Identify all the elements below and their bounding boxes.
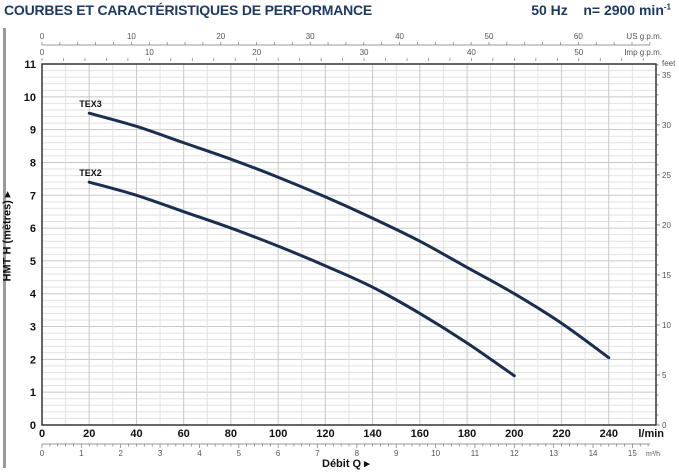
curve-tex2 [87,180,516,378]
m3h-tick-label: 0 [40,449,45,458]
us-gpm-tick-label: 60 [574,32,583,41]
y-tick-label: 10 [24,92,36,104]
curve-label-tex2: TEX2 [79,168,102,178]
speed-label: n= 2900 min [583,2,664,18]
m3h-tick-label: 14 [589,449,598,458]
y-tick-label: 1 [30,387,36,399]
x-tick-label: 240 [600,428,618,440]
y-tick-label: 5 [30,256,36,268]
imp-gpm-unit: Imp g.p.m. [624,48,662,57]
m3h-tick-label: 3 [158,449,163,458]
speed-exponent: -1 [663,2,671,12]
plot-frame [41,63,657,426]
curve-label-tex3: TEX3 [79,99,102,109]
m3h-tick-label: 5 [237,449,242,458]
left-frame-bar [3,28,6,468]
x-tick-label: 140 [363,428,381,440]
chart-title: COURBES ET CARACTÉRISTIQUES DE PERFORMAN… [4,2,373,18]
us-gpm-tick-label: 30 [306,32,315,41]
m3h-tick-label: 1 [79,449,84,458]
imp-gpm-tick-label: 40 [467,48,476,57]
feet-tick-label: 15 [662,271,671,280]
feet-tick-label: 20 [662,221,671,230]
x-tick-label: 40 [130,428,142,440]
x-tick-label: 60 [178,428,190,440]
x-tick-label: 0 [39,428,45,440]
m3h-tick-label: 10 [431,449,440,458]
y-tick-label: 8 [30,157,36,169]
imp-gpm-tick-label: 20 [252,48,261,57]
m3h-tick-label: 9 [394,449,399,458]
x-unit-m3h: m³/h [646,451,660,458]
y-tick-label: 0 [30,420,36,432]
frequency-label: 50 Hz [531,2,568,18]
imp-gpm-tick-label: 0 [40,48,45,57]
feet-unit: feet [662,59,676,68]
y-tick-label: 3 [30,322,36,334]
feet-tick-label: 35 [662,71,671,80]
m3h-tick-label: 12 [510,449,519,458]
us-gpm-tick-label: 10 [127,32,136,41]
us-gpm-tick-label: 20 [216,32,225,41]
feet-tick-label: 30 [662,121,671,130]
m3h-tick-label: 8 [355,449,360,458]
x-tick-label: 200 [505,428,523,440]
feet-tick-label: 5 [662,371,667,380]
x-tick-label: 180 [458,428,476,440]
m3h-tick-label: 11 [471,449,480,458]
m3h-tick-label: 2 [118,449,123,458]
imp-gpm-tick-label: 10 [145,48,154,57]
y-axis-label: HMT H (mètres) ▸ [1,191,14,282]
feet-tick-label: 10 [662,321,671,330]
y-tick-label: 9 [30,125,36,137]
us-gpm-unit: US g.p.m. [626,32,662,41]
y-tick-label: 6 [30,223,36,235]
m3h-tick-label: 6 [276,449,281,458]
x-tick-label: 220 [552,428,570,440]
y-tick-label: 2 [30,354,36,366]
x-tick-label: 20 [83,428,95,440]
us-gpm-tick-label: 0 [40,32,45,41]
x-axis-label: Débit Q ▸ [322,458,370,470]
m3h-tick-label: 4 [197,449,202,458]
feet-tick-label: 25 [662,171,671,180]
curve-tex3 [87,111,611,360]
feet-tick-label: 0 [662,421,667,430]
y-tick-label: 7 [30,190,36,202]
x-tick-label: 120 [316,428,334,440]
y-tick-label: 4 [30,289,37,301]
x-unit-lmin: l/min [638,428,664,440]
m3h-tick-label: 15 [628,449,637,458]
x-tick-label: 100 [269,428,287,440]
x-tick-label: 160 [411,428,429,440]
imp-gpm-tick-label: 30 [360,48,369,57]
m3h-tick-label: 13 [549,449,558,458]
m3h-tick-label: 7 [315,449,320,458]
us-gpm-tick-label: 50 [485,32,494,41]
y-tick-label: 11 [24,59,36,71]
imp-gpm-tick-label: 50 [574,48,583,57]
us-gpm-tick-label: 40 [395,32,404,41]
speed-info: 50 Hz n= 2900 min-1 [531,2,671,18]
x-tick-label: 80 [225,428,237,440]
